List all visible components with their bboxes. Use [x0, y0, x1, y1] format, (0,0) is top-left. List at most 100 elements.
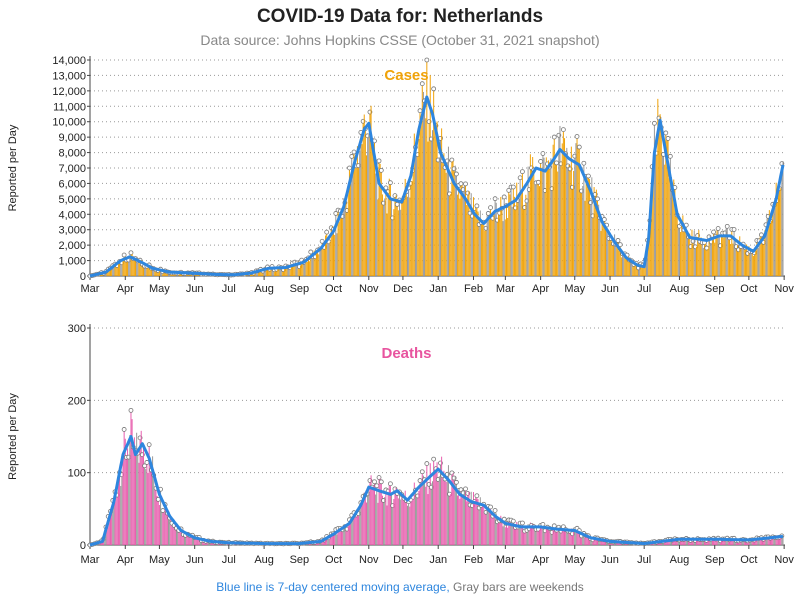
cases-bar: [616, 243, 618, 276]
cases-bar: [405, 191, 407, 276]
cases-bar: [254, 271, 256, 276]
cases-bar: [678, 226, 680, 276]
cases-bar: [268, 268, 270, 276]
cases-bar: [665, 132, 667, 276]
cases-bar: [515, 207, 517, 276]
cases-bar: [642, 265, 644, 276]
deaths-bar: [757, 539, 759, 545]
deaths-bar: [495, 513, 497, 545]
cases-xtick-label: Jan: [429, 283, 447, 295]
cases-bar: [417, 154, 419, 276]
cases-bar: [395, 195, 397, 276]
deaths-bar: [504, 527, 506, 545]
cases-bar: [502, 221, 504, 276]
deaths-bar-marker: [146, 442, 152, 448]
cases-bar: [635, 263, 637, 276]
cases-bar: [702, 247, 704, 276]
deaths-bar: [437, 479, 439, 545]
deaths-bar: [466, 501, 468, 545]
cases-bar: [115, 264, 117, 276]
cases-bar: [579, 190, 581, 276]
cases-bar: [267, 266, 269, 276]
cases-bar: [330, 227, 332, 276]
cases-bar: [360, 132, 362, 276]
cases-bar-marker: [394, 202, 400, 207]
cases-bar: [533, 170, 535, 276]
deaths-bar-marker: [417, 478, 423, 483]
deaths-bar: [442, 475, 444, 545]
deaths-bar: [750, 540, 752, 545]
cases-bar: [425, 118, 427, 276]
deaths-bar: [710, 539, 712, 545]
cases-bar: [312, 256, 314, 276]
deaths-bar: [478, 507, 480, 545]
cases-bar: [681, 223, 683, 276]
cases-bar: [627, 256, 629, 276]
deaths-bar: [352, 517, 354, 545]
cases-bar: [290, 266, 292, 276]
cases-bar: [496, 220, 498, 276]
deaths-bar: [683, 539, 685, 545]
cases-bar: [293, 265, 295, 276]
deaths-bar: [371, 487, 373, 545]
deaths-bar: [576, 528, 578, 545]
deaths-ytick-label: 100: [68, 468, 86, 480]
cases-bar: [321, 241, 323, 276]
cases-bar: [340, 212, 342, 276]
cases-bar: [500, 196, 502, 276]
deaths-xtick-label: May: [564, 554, 585, 566]
cases-bar: [122, 260, 124, 276]
cases-bar: [446, 160, 448, 276]
cases-bar: [769, 221, 771, 276]
cases-bar: [451, 160, 453, 276]
deaths-bar: [508, 519, 510, 545]
deaths-bar: [351, 515, 353, 545]
cases-bar: [309, 261, 311, 276]
cases-bar: [369, 112, 371, 276]
cases-bar-marker: [417, 108, 423, 114]
deaths-bar: [459, 498, 461, 545]
deaths-bar: [117, 483, 119, 545]
cases-bar: [289, 267, 291, 276]
deaths-bar: [119, 472, 121, 545]
cases-xtick-label: Nov: [359, 283, 379, 295]
cases-ytick-label: 1,000: [58, 256, 86, 268]
cases-bar: [114, 264, 116, 276]
deaths-bar: [384, 497, 386, 545]
deaths-bar: [458, 490, 460, 545]
cases-bar: [624, 253, 626, 276]
cases-bar: [499, 213, 501, 276]
cases-bar: [455, 173, 457, 276]
cases-bar: [287, 266, 289, 276]
deaths-bar: [509, 521, 511, 545]
deaths-bar: [364, 495, 366, 545]
deaths-bar: [733, 538, 735, 545]
deaths-bar: [154, 487, 156, 545]
deaths-bar: [667, 539, 669, 545]
cases-bar: [410, 183, 412, 276]
cases-bar: [152, 266, 154, 276]
cases-bar: [488, 219, 490, 276]
cases-bar: [485, 228, 487, 276]
cases-bar: [578, 147, 580, 276]
cases-bar: [518, 198, 520, 276]
cases-bar: [664, 164, 666, 276]
cases-bar: [131, 253, 133, 276]
cases-bar: [385, 187, 387, 276]
deaths-bar: [323, 540, 325, 545]
cases-bar: [771, 220, 773, 276]
deaths-bar: [138, 462, 140, 545]
deaths-bar: [583, 533, 585, 545]
cases-ytick-label: 13,000: [52, 70, 86, 82]
cases-bar: [434, 128, 436, 276]
cases-bar: [762, 238, 764, 276]
cases-bar: [556, 162, 558, 276]
cases-bar: [779, 188, 781, 276]
cases-bar: [416, 153, 418, 276]
cases-bar: [257, 270, 259, 276]
deaths-bar: [147, 472, 149, 545]
cases-bar: [550, 158, 552, 276]
cases-bar: [389, 182, 391, 276]
cases-bar-marker: [576, 144, 582, 150]
cases-bar: [674, 187, 676, 276]
